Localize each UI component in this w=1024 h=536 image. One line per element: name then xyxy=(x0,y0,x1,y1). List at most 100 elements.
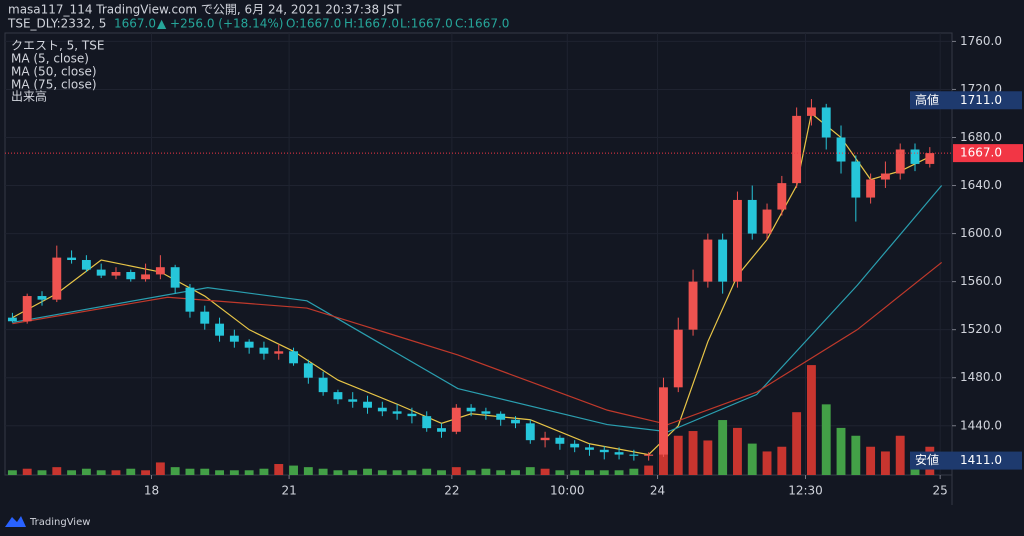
volume-bar xyxy=(895,435,905,475)
volume-bar xyxy=(806,365,816,475)
candle-body xyxy=(200,311,210,324)
candle-body xyxy=(126,272,136,280)
volume-bar xyxy=(644,465,654,475)
candle-body xyxy=(925,153,935,164)
ohlc-low: L:1667.0 xyxy=(400,17,453,31)
volume-bar xyxy=(274,464,284,475)
x-tick-label: 21 xyxy=(281,484,296,498)
last-price-badge xyxy=(953,144,1023,163)
volume-bar xyxy=(67,470,77,475)
candle-body xyxy=(155,267,165,275)
y-tick-label: 1520.0 xyxy=(960,322,1002,336)
x-tick-label: 22 xyxy=(444,484,459,498)
volume-bar xyxy=(540,468,550,475)
y-tick-label: 1560.0 xyxy=(960,274,1002,288)
volume-bar xyxy=(96,470,106,475)
volume-bar xyxy=(170,467,180,475)
volume-bar xyxy=(851,435,861,475)
x-tick-label: 12:30 xyxy=(788,484,823,498)
volume-bar xyxy=(614,470,624,475)
marker-badge xyxy=(910,91,1022,110)
volume-bar xyxy=(7,470,17,475)
volume-bar xyxy=(22,468,32,475)
volume-bar xyxy=(821,404,831,475)
y-tick-label: 1600.0 xyxy=(960,226,1002,240)
candle-body xyxy=(718,239,728,282)
candle-body xyxy=(451,407,461,432)
ohlc-close: C:1667.0 xyxy=(455,17,509,31)
volume-bar xyxy=(392,470,402,475)
candle-body xyxy=(659,387,668,455)
volume-bar xyxy=(496,470,506,475)
candle-body xyxy=(377,407,387,412)
y-tick-label: 1440.0 xyxy=(960,418,1002,432)
last-price-label: 1667.0 xyxy=(960,146,1002,160)
legend-ma50: MA (50, close) xyxy=(11,65,97,79)
candle-body xyxy=(540,437,550,441)
y-tick-label: 1480.0 xyxy=(960,370,1002,384)
volume-bar xyxy=(333,470,343,475)
candle-body xyxy=(792,115,802,184)
logo xyxy=(5,516,26,527)
volume-bar xyxy=(836,427,846,475)
y-tick-label: 1760.0 xyxy=(960,34,1002,48)
candle-body xyxy=(392,411,402,414)
volume-bar xyxy=(451,467,461,475)
volume-bar xyxy=(525,467,535,475)
candle-body xyxy=(363,401,372,408)
candle-body xyxy=(688,281,698,330)
legend-ma5: MA (5, close) xyxy=(11,52,89,66)
volume-bar xyxy=(673,435,683,475)
volume-bar xyxy=(762,451,772,475)
candle-body xyxy=(37,296,47,300)
candle-body xyxy=(407,413,417,417)
legend-ma75: MA (75, close) xyxy=(11,78,97,92)
candle-body xyxy=(333,392,343,400)
volume-bar xyxy=(718,420,728,475)
legend-symbol: クエスト, 5, TSE xyxy=(11,39,104,53)
candle-body xyxy=(111,272,121,276)
marker-value: 1411.0 xyxy=(960,453,1002,467)
candle-body xyxy=(496,413,506,420)
candle-body xyxy=(67,257,77,261)
y-tick-label: 1640.0 xyxy=(960,178,1002,192)
candle-body xyxy=(555,437,565,444)
candle-body xyxy=(185,287,195,312)
candle-body xyxy=(733,199,742,282)
candle-body xyxy=(747,199,757,234)
candle-body xyxy=(644,454,654,456)
candle-body xyxy=(170,267,180,288)
candle-body xyxy=(806,107,816,116)
footer-brand: TradingView xyxy=(29,517,90,528)
candle-body xyxy=(673,329,683,388)
candle-body xyxy=(836,137,846,162)
x-tick-label: 10:00 xyxy=(550,484,585,498)
candle-body xyxy=(81,260,91,270)
volume-bar xyxy=(570,470,580,475)
volume-bar xyxy=(866,446,876,475)
volume-bar xyxy=(880,451,890,475)
candle-body xyxy=(22,296,32,322)
legend-volume: 出来高 xyxy=(11,89,47,104)
volume-bar xyxy=(289,465,298,475)
footer-bar xyxy=(0,505,1024,536)
volume-bar xyxy=(377,470,387,475)
ohlc-high: H:1667.0 xyxy=(344,17,399,31)
volume-bar xyxy=(629,468,639,475)
candle-body xyxy=(141,274,151,280)
change: ▲ +256.0 (+18.14%) xyxy=(157,17,283,31)
candle-body xyxy=(244,341,254,348)
layers: 1440.0 1480.0 1520.0 1560.0 1600.0 1640.0 1680… xyxy=(5,33,1023,498)
candle-body xyxy=(437,428,446,432)
moving-average xyxy=(12,261,943,426)
volume-bar xyxy=(229,470,239,475)
volume-bar xyxy=(407,470,417,475)
candle-body xyxy=(318,377,328,393)
candle-body xyxy=(215,323,224,336)
volume-bar xyxy=(777,446,787,475)
marker-name: 安値 xyxy=(915,452,939,467)
candle-body xyxy=(229,335,239,342)
volume-bar xyxy=(481,468,491,475)
